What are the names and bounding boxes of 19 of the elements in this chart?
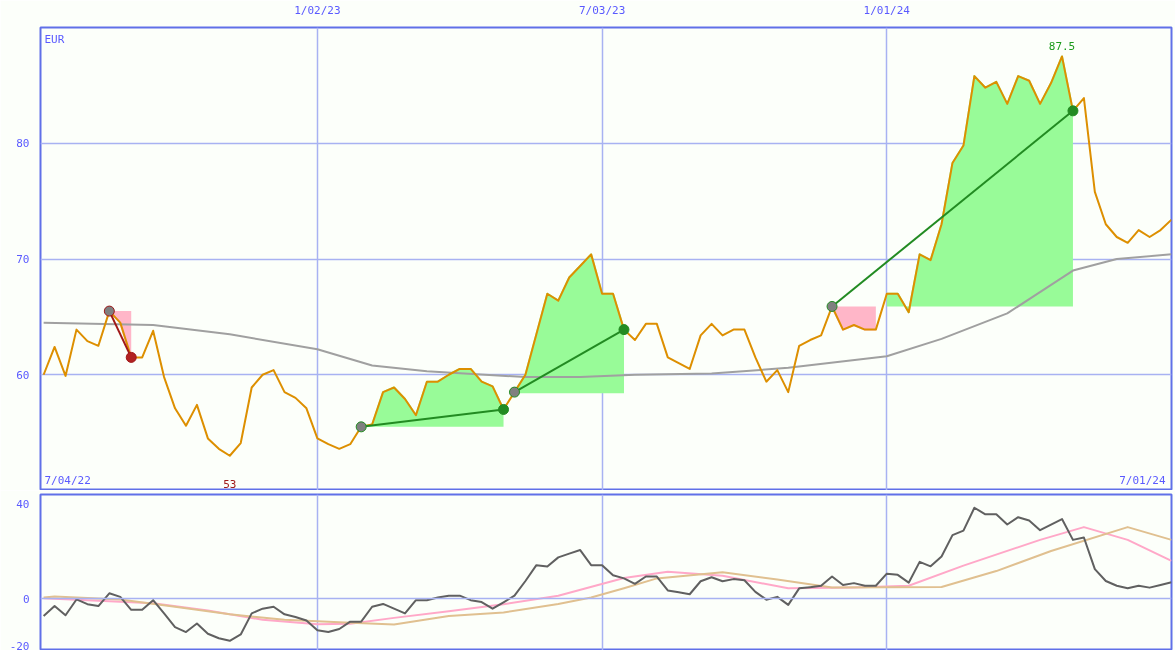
annotation: 53 (223, 477, 237, 491)
x-tick-label: 7/03/23 (578, 3, 626, 17)
line-series (42, 55, 1172, 457)
y-axis-title: EUR (44, 32, 65, 46)
x-tick-label: 1/01/24 (863, 3, 911, 17)
line-series (42, 526, 1172, 626)
x-tick-label: 1/02/23 (294, 3, 341, 17)
annotation: 7/01/24 (1119, 473, 1166, 487)
annotation: 87.5 (1048, 40, 1076, 54)
y-tick-label: -20 (9, 639, 30, 650)
y-tick-label: 40 (16, 497, 30, 511)
line-series (42, 506, 1172, 642)
point (125, 351, 137, 363)
y-tick-label: 60 (16, 368, 30, 382)
y-tick-label: 0 (22, 592, 30, 606)
y-tick-label: 80 (16, 137, 30, 151)
y-tick-label: 70 (16, 253, 30, 266)
line-series (42, 253, 1172, 379)
annotation: 7/04/22 (44, 473, 91, 487)
